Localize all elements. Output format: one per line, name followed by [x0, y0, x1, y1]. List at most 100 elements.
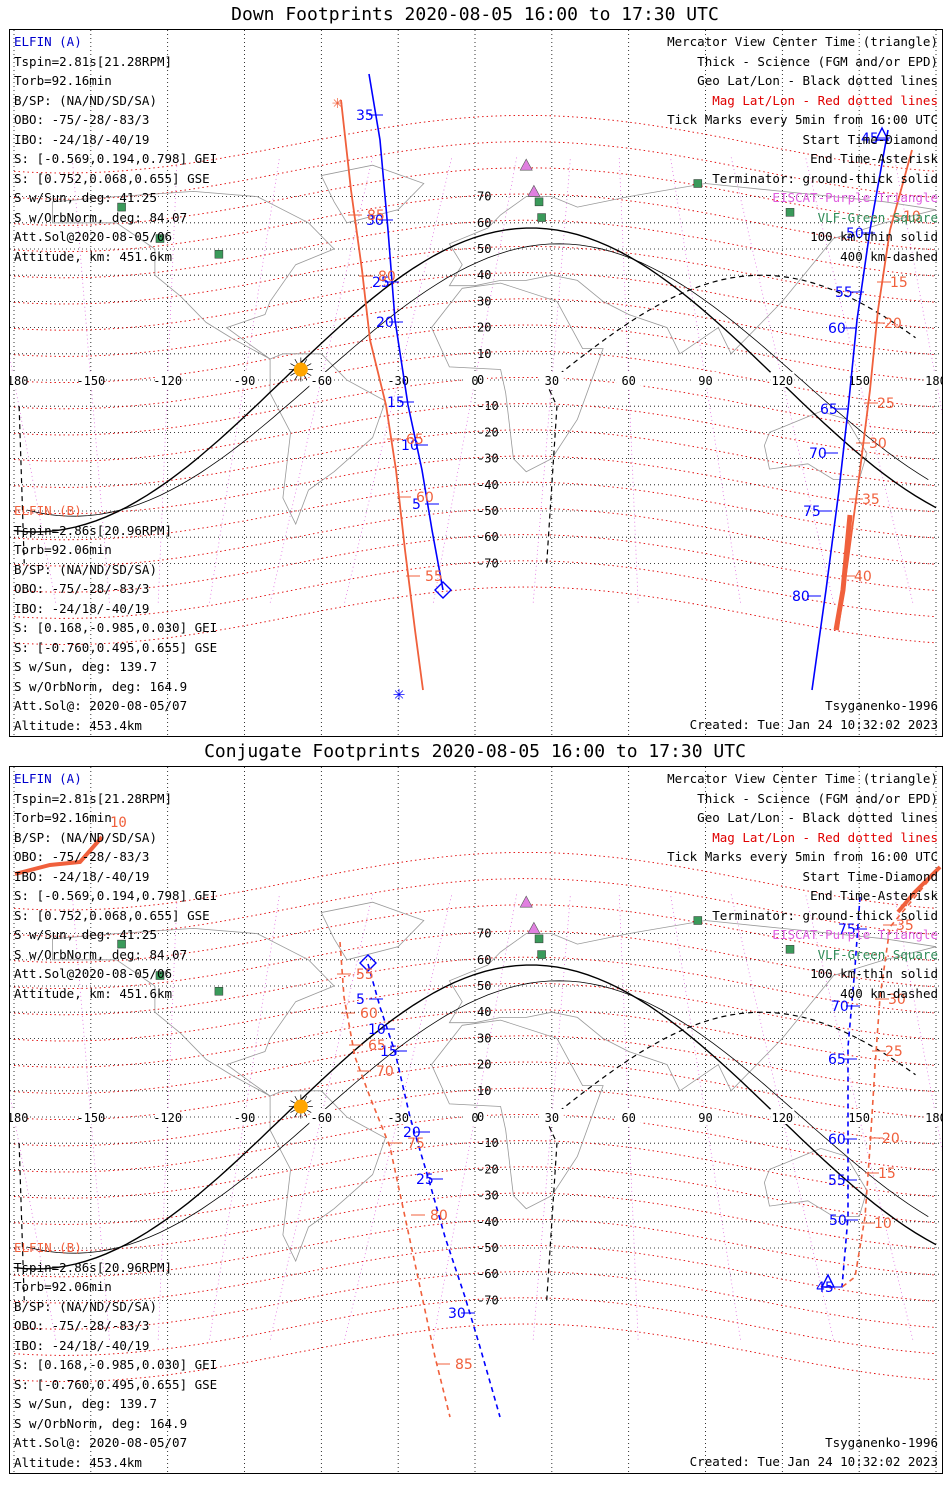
elfin-a-info-line: IBO: -24/18/-40/19	[14, 131, 150, 147]
continent-outline	[52, 927, 335, 1097]
lon-label-bg	[463, 1109, 487, 1124]
lat-label: -40	[477, 478, 499, 492]
elfin-a-info: Tspin=2.81s[21.28RPM] Torb=92.16min B/SP: …	[14, 52, 217, 267]
lon-label: -60	[310, 1111, 332, 1125]
elfin-a-info-line: S w/OrbNorm, deg: 84.07	[14, 946, 188, 962]
lon-label-bg	[770, 372, 795, 387]
elfin-b-tick-east-label: 35	[862, 492, 880, 508]
terminator-100km	[26, 243, 929, 517]
lat-label: -70	[477, 556, 499, 570]
elfin-a-tick-east-label: 65	[828, 1052, 846, 1068]
vlf-square	[534, 934, 544, 944]
sun-ray	[306, 1109, 312, 1113]
eiscat-triangle	[527, 921, 541, 934]
elfin-a-tick-label: 30	[366, 213, 384, 229]
continent-outline	[269, 353, 386, 526]
elfin-b-science	[833, 514, 853, 631]
lon-label-bg	[616, 372, 641, 387]
elfin-b-info-line: Tspin=2.86s[20.96RPM]	[14, 522, 173, 538]
mag-parallel	[13, 298, 937, 357]
elfin-b-info-line: S w/Sun, deg: 139.7	[14, 1396, 157, 1411]
lat-label: 40	[477, 268, 491, 282]
continent-outline	[448, 920, 937, 1092]
elfin-a-tick-east-label: 80	[792, 589, 810, 605]
mag-parallel	[13, 167, 937, 226]
elfin-a-info-line: IBO: -24/18/-40/19	[14, 868, 150, 884]
elfin-b-tick-label: 55	[356, 967, 374, 983]
vlf-square	[214, 986, 224, 996]
mag-parallel	[13, 1297, 937, 1356]
continent-outline	[431, 1019, 604, 1210]
elfin-a-info: Tspin=2.81s[21.28RPM] Torb=92.16min B/SP: …	[14, 789, 217, 1004]
lat-label: 70	[477, 190, 491, 204]
elfin-a-tick-east-label: 45	[861, 131, 879, 147]
mag-parallel	[13, 507, 937, 567]
elfin-a-info-line: OBO: -75/-28/-83/3	[14, 849, 150, 864]
elfin-a-track	[368, 73, 444, 591]
elfin-b-info-line: IBO: -24/18/-40/19	[14, 600, 150, 616]
elfin-b-tick-east-label: 15	[878, 1166, 896, 1182]
vlf-square	[785, 945, 795, 954]
lon-label: -60	[310, 374, 332, 388]
lat-label: 0	[477, 1110, 484, 1124]
elfin-b-label: ELFIN (B)	[14, 1240, 82, 1255]
legend-item: End Time-Asterisk	[810, 888, 938, 903]
terminator-100km	[26, 980, 929, 1254]
lat-label: -50	[477, 504, 499, 518]
legend-item: Terminator: ground-thick solid	[712, 170, 938, 186]
elfin-a-info-line: S w/Sun, deg: 41.25	[14, 927, 157, 942]
lat-label: -70	[477, 1293, 499, 1307]
elfin-b-tick-east-label: 20	[884, 316, 902, 332]
lon-label-bg	[10, 372, 26, 387]
lon-label: 0	[471, 374, 478, 388]
elfin-b-tick-east-label: 10	[903, 209, 921, 225]
elfin-b-info-line: Torb=92.06min	[14, 542, 112, 557]
map-down-footprints: -180-150-120-90-60-300306090120150180706…	[9, 29, 943, 737]
elfin-a-tick-east-label: 50	[846, 226, 864, 242]
elfin-a-tick-east-label: 75	[838, 922, 856, 938]
lon-label-bg	[386, 1109, 411, 1124]
elfin-a-tick-label: 5	[356, 992, 365, 1008]
sun-ray	[290, 363, 295, 367]
sun-ray	[306, 372, 312, 376]
view-center-triangle	[820, 1273, 836, 1288]
elfin-b-info-line: Torb=92.06min	[14, 1279, 112, 1294]
lon-label: -90	[234, 1111, 256, 1125]
elfin-a-info-line: S w/Sun, deg: 41.25	[14, 190, 157, 205]
sun-ray	[290, 1100, 295, 1104]
elfin-b-tick-label: 85	[367, 208, 385, 224]
elfin-b-tick-west-label: 10	[110, 815, 127, 831]
elfin-a-info-line: Tspin=2.81s[21.28RPM]	[14, 790, 173, 806]
map-conjugate-footprints: -180-150-120-90-60-300306090120150180706…	[9, 766, 943, 1474]
elfin-b-tick-east-label: 30	[888, 992, 906, 1008]
elfin-a-info-line: Attitude, km: 451.6km	[14, 248, 173, 264]
elfin-b-science-west	[14, 835, 104, 876]
sun-icon	[293, 362, 308, 377]
lon-label-bg	[539, 1109, 564, 1124]
legend-item: Start Time-Diamond	[802, 868, 938, 884]
lon-label-bg	[309, 1109, 334, 1124]
elfin-a-tick-east-label: 55	[828, 1173, 846, 1189]
mag-parallel	[13, 376, 937, 436]
lat-label: -30	[477, 1189, 499, 1203]
elfin-b-track	[340, 99, 424, 691]
lon-label-bg	[463, 372, 487, 387]
lon-label: 120	[771, 374, 793, 388]
elfin-a-tick-label: 35	[356, 108, 374, 124]
lon-label: -150	[76, 374, 105, 388]
legend-item: 400 km-dashed	[840, 985, 938, 1001]
vlf-square	[693, 179, 703, 188]
elfin-a-tick-label: 25	[372, 275, 390, 291]
mag-parallel	[13, 851, 937, 911]
elfin-b-info-line: IBO: -24/18/-40/19	[14, 1337, 150, 1353]
lon-label: -180	[10, 374, 28, 388]
lon-label-bg	[770, 1109, 795, 1124]
lat-label: 60	[477, 216, 491, 230]
elfin-b-info-line: Att.Sol@: 2020-08-05/07	[14, 1435, 188, 1450]
elfin-a-info-line: Tspin=2.81s[21.28RPM]	[14, 53, 173, 69]
sun-ray	[290, 372, 295, 376]
continent-outline	[448, 183, 937, 355]
lon-label-bg	[539, 372, 564, 387]
lat-label: 10	[477, 1084, 491, 1098]
legend-item: Tick Marks every 5min from 16:00 UTC	[667, 849, 938, 864]
